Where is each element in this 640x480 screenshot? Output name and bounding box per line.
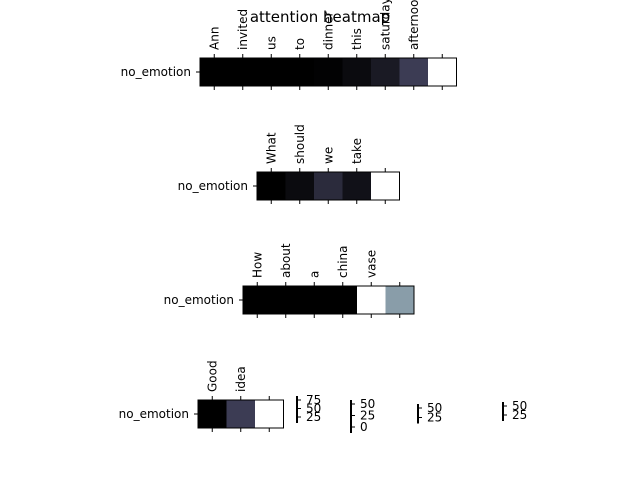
token-label: saturday	[378, 0, 392, 50]
token-label: about	[279, 243, 293, 278]
token-label: idea	[234, 366, 248, 392]
token-label: us	[264, 36, 278, 50]
token-label: Ann	[207, 27, 221, 50]
heatmap-panels: Ann invited us to dinner this saturday afternoo…	[119, 0, 457, 432]
heatmap-cell	[285, 58, 315, 86]
token-label: china	[336, 246, 350, 279]
colorbar-tick-label: 50	[306, 402, 321, 416]
token-label: What	[264, 132, 278, 164]
chart-title: attention heatmap	[250, 8, 390, 26]
heatmap-cell	[342, 58, 372, 86]
heatmap-panel-1: Ann invited us to dinner this saturday afternoo…	[121, 0, 457, 90]
token-label: invited	[236, 9, 250, 50]
heatmap-cell	[357, 286, 386, 314]
heatmap-cell	[314, 58, 343, 86]
token-label: afternoon	[407, 0, 421, 50]
colorbar-tick-label: 0	[360, 420, 368, 434]
heatmap-cell	[399, 58, 429, 86]
heatmap-cell	[257, 172, 286, 200]
token-label: this	[350, 28, 364, 50]
colorbar-tick-label: 25	[360, 409, 375, 423]
colorbar-tick-label: 50	[360, 397, 375, 411]
token-label: Good	[205, 360, 219, 392]
heatmap-cell	[342, 172, 372, 200]
colorbar-tick-label: 25	[427, 411, 442, 425]
row-label: no_emotion	[164, 293, 234, 307]
heatmap-cell	[371, 58, 400, 86]
token-label: take	[350, 138, 364, 164]
row-label: no_emotion	[119, 407, 189, 421]
colorbar-tick-label: 25	[306, 410, 321, 424]
heatmap-cell	[271, 286, 301, 314]
heatmap-cell	[371, 172, 400, 200]
colorbar-tick-label: 75	[306, 393, 321, 407]
heatmap-cell	[328, 286, 358, 314]
token-label: a	[307, 271, 321, 278]
heatmap-cell	[285, 172, 315, 200]
row-label: no_emotion	[121, 65, 191, 79]
colorbar-tick-label: 50	[512, 399, 527, 413]
heatmap-cell	[385, 286, 415, 314]
colorbar-tick-label: 25	[512, 408, 527, 422]
heatmap-cell	[243, 286, 272, 314]
token-label: we	[321, 147, 335, 164]
token-label: dinner	[321, 11, 335, 50]
heatmap-cell	[200, 58, 229, 86]
token-label: to	[293, 38, 307, 50]
heatmap-cell	[198, 400, 227, 428]
token-label: How	[250, 252, 264, 278]
token-label: should	[293, 124, 307, 164]
heatmap-panel-3: How about a china vase no_emotion	[164, 243, 415, 318]
heatmap-cell	[314, 172, 343, 200]
heatmap-panel-4: Good idea no_emotion	[119, 360, 284, 432]
row-label: no_emotion	[178, 179, 248, 193]
heatmap-cell	[228, 58, 258, 86]
heatmap-cell	[226, 400, 256, 428]
heatmap-cell	[300, 286, 329, 314]
heatmap-cell	[257, 58, 286, 86]
heatmap-cell	[428, 58, 457, 86]
heatmap-panel-2: What should we take no_emotion	[178, 124, 400, 204]
heatmap-cell	[255, 400, 284, 428]
colorbar-tick-label: 50	[427, 401, 442, 415]
token-label: vase	[364, 250, 378, 278]
